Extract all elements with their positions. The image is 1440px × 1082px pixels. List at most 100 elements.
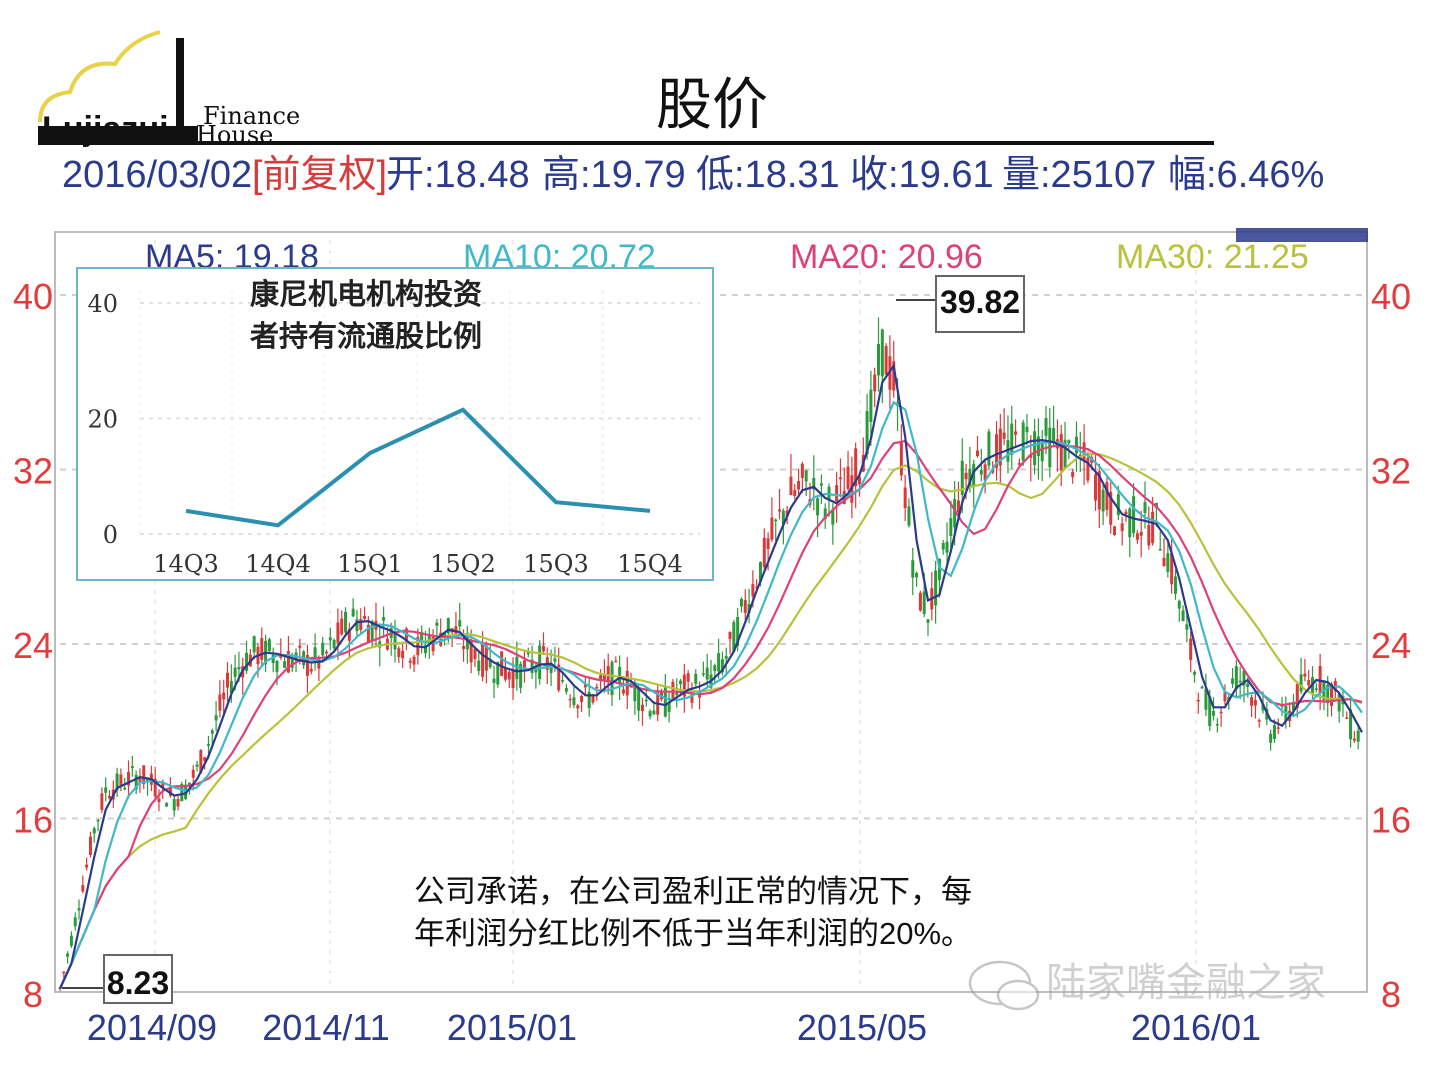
candle-body	[1025, 426, 1029, 433]
candle-body	[968, 468, 972, 487]
candle-body	[446, 618, 450, 634]
candle-body	[1067, 440, 1071, 444]
candle-body	[541, 645, 545, 652]
inset-y-ticks: 0 20 40	[87, 290, 118, 549]
candle-body	[199, 750, 203, 774]
legend-ma20: MA20: 20.96	[790, 238, 983, 276]
candle-body	[987, 431, 991, 466]
candle-body	[804, 470, 808, 482]
candle-body	[161, 782, 165, 789]
candle-body	[553, 658, 557, 662]
candle-body	[591, 694, 595, 703]
candle-body	[800, 463, 804, 478]
candle-body	[564, 687, 568, 692]
candle-body	[458, 620, 462, 627]
candle-body	[176, 798, 180, 807]
candle-body	[488, 658, 492, 668]
candle-body	[827, 486, 831, 500]
candle-body	[157, 798, 161, 803]
candle-body	[1139, 531, 1143, 536]
candle-body	[290, 658, 294, 668]
candle-body	[1147, 524, 1151, 546]
candle-body	[500, 651, 504, 676]
watermark: 陆家嘴金融之家	[968, 960, 1326, 1011]
candle-body	[1109, 491, 1113, 525]
candle-body	[934, 570, 938, 606]
candle-body	[347, 629, 351, 641]
candle-body	[309, 668, 313, 672]
candle-body	[1196, 699, 1200, 702]
logo: Lujiazui Finance House	[38, 30, 300, 149]
candle-body	[983, 464, 987, 481]
candle-body	[758, 561, 762, 582]
candle-body	[397, 648, 401, 657]
candle-body	[340, 618, 344, 635]
candle-body	[640, 704, 644, 712]
candle-body	[507, 671, 511, 680]
candle-body	[797, 480, 801, 490]
candle-body	[355, 619, 359, 632]
dividend-note-line1: 公司承诺，在公司盈利正常的情况下，每	[414, 874, 972, 909]
candle-body	[778, 509, 782, 512]
candle-body	[252, 636, 256, 653]
legend-ma30: MA30: 21.25	[1116, 238, 1309, 276]
candle-body	[637, 688, 641, 711]
candle-body	[789, 476, 793, 496]
candle-body	[732, 622, 736, 652]
candle-body	[477, 660, 481, 672]
candle-body	[233, 667, 237, 677]
quote-change: 幅:6.46%	[1168, 154, 1324, 196]
candle-body	[1033, 431, 1037, 466]
candle-body	[469, 639, 473, 663]
candle-body	[922, 591, 926, 615]
candle-body	[1059, 433, 1063, 471]
candle-body	[1170, 553, 1174, 585]
candle-body	[1314, 688, 1318, 690]
candle-body	[431, 636, 435, 652]
candle-body	[728, 631, 732, 640]
candle-body	[305, 654, 309, 676]
logo-cloud-outline	[38, 30, 161, 123]
quote-volume: 量:25107	[1002, 154, 1156, 196]
candle-body	[439, 632, 443, 646]
candle-body	[1082, 442, 1086, 462]
candle-body	[203, 757, 207, 761]
candle-body	[762, 537, 766, 568]
candle-body	[1124, 511, 1128, 515]
candle-body	[218, 694, 222, 711]
peak-box	[935, 275, 1025, 333]
candle-body	[705, 667, 709, 680]
candle-body	[538, 645, 542, 680]
candle-body	[1238, 680, 1242, 683]
candle-body	[530, 659, 534, 673]
wechat-icon-inner	[996, 979, 1040, 1011]
candle-body	[88, 836, 92, 855]
candle-body	[633, 682, 637, 702]
candle-body	[956, 500, 960, 513]
candle-body	[1208, 696, 1212, 727]
candle-body	[907, 506, 911, 526]
candle-body	[77, 908, 81, 911]
candle-body	[667, 701, 671, 712]
quote-adjust: [前复权]	[252, 154, 387, 196]
candle-body	[1120, 523, 1124, 532]
candle-body	[260, 638, 264, 660]
candle-body	[370, 621, 374, 642]
candle-body	[351, 608, 355, 617]
candle-body	[324, 651, 328, 654]
candle-body	[865, 411, 869, 455]
candle-body	[195, 764, 199, 767]
candle-body	[690, 692, 694, 703]
candle-body	[85, 864, 89, 868]
candle-body	[580, 696, 584, 703]
candle-body	[271, 654, 275, 664]
watermark-text: 陆家嘴金融之家	[1046, 961, 1326, 1005]
candle-body	[1113, 526, 1117, 535]
candle-body	[568, 698, 572, 701]
candle-body	[694, 673, 698, 684]
candle-body	[142, 765, 146, 785]
candle-body	[1097, 471, 1101, 510]
candle-body	[1295, 683, 1299, 708]
inset-title-line1: 康尼机电机构投资	[250, 277, 482, 311]
candle-body	[682, 674, 686, 697]
